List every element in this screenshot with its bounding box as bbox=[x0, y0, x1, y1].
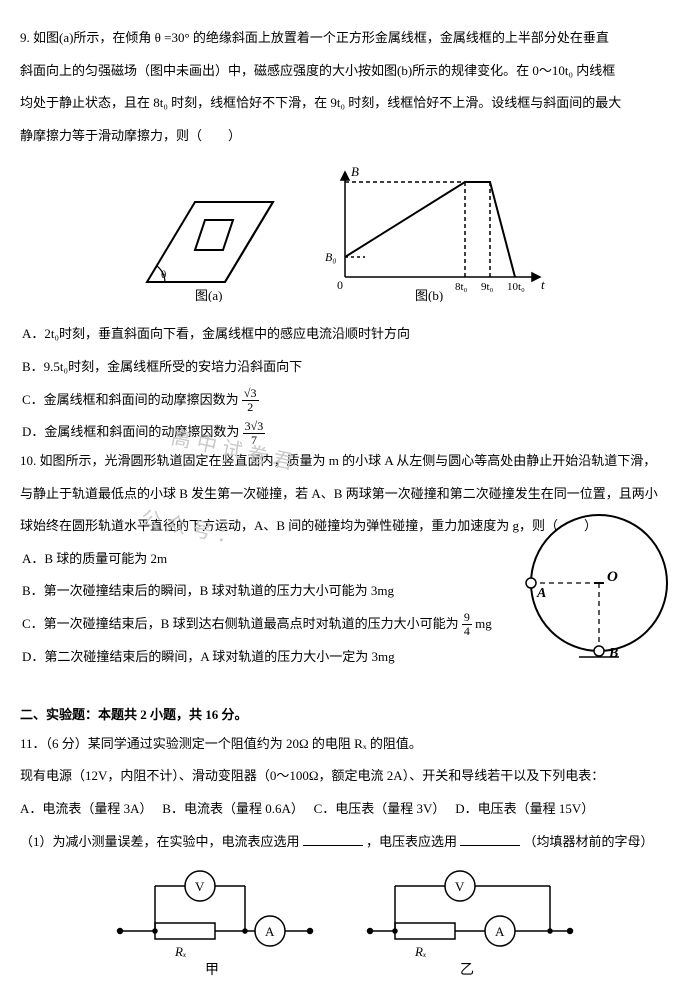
q11-c1-label: 甲 bbox=[205, 963, 219, 976]
q11-circuit-1: V A Rₓ 甲 bbox=[115, 866, 315, 976]
q11-sub1-mid: ，电压表应选用 bbox=[366, 834, 457, 849]
q11-sub1: （1）为减小测量误差，在实验中，电流表应选用 ，电压表应选用 （均填器材前的字母… bbox=[20, 828, 669, 857]
svg-text:θ: θ bbox=[161, 269, 166, 281]
q9-optD-den: 7 bbox=[243, 434, 266, 447]
q9-line2: 斜面向上的匀强磁场（图中未画出）中，磁感应强度的大小按如图(b)所示的规律变化。… bbox=[20, 57, 669, 86]
q10-optD: D．第二次碰撞结束后的瞬间，A 球对轨道的压力大小一定为 3mg bbox=[22, 643, 502, 672]
q10-optC-post: mg bbox=[475, 616, 492, 631]
q9-optC-pre: C．金属线框和斜面间的动摩擦因数为 bbox=[22, 392, 239, 407]
q11-metC: C．电压表（量程 3V） bbox=[314, 801, 439, 816]
q10-B: B bbox=[608, 646, 618, 661]
q9-optC-frac: √3 2 bbox=[242, 387, 259, 414]
q9-optD-frac: 3√3 7 bbox=[243, 420, 266, 447]
q11-sub1-pre: （1）为减小测量误差，在实验中，电流表应选用 bbox=[20, 834, 300, 849]
q9-figb-x1: 8t₀ bbox=[455, 281, 468, 293]
q9-optD: D．金属线框和斜面间的动摩擦因数为 3√3 7 bbox=[22, 418, 669, 447]
q9-line4: 静摩擦力等于滑动摩擦力，则（ ） bbox=[20, 122, 669, 151]
q9-figb-label: 图(b) bbox=[415, 288, 443, 302]
q10-optB: B．第一次碰撞结束后的瞬间，B 球对轨道的压力大小可能为 3mg bbox=[22, 577, 502, 606]
q9-optA: A．2t₀时刻，垂直斜面向下看，金属线框中的感应电流沿顺时针方向 bbox=[22, 320, 669, 349]
q11-blank2[interactable] bbox=[460, 830, 520, 845]
q10-optC-num: 9 bbox=[462, 611, 472, 625]
q9-figb-x2: 9t₀ bbox=[481, 281, 494, 293]
q11-c1-A: A bbox=[265, 924, 275, 939]
q11-meters: A．电流表（量程 3A） B．电流表（量程 0.6A） C．电压表（量程 3V）… bbox=[20, 795, 669, 824]
q11-circuit-2: V A Rₓ 乙 bbox=[365, 866, 575, 976]
q11-metA: A．电流表（量程 3A） bbox=[20, 801, 146, 816]
q9-figures: θ 图(a) B B₀ 0 t 8t₀ 9t₀ 10t₀ 图(b) bbox=[20, 162, 669, 302]
q9-optC-den: 2 bbox=[242, 401, 259, 414]
q9-figure-b: B B₀ 0 t 8t₀ 9t₀ 10t₀ 图(b) bbox=[315, 162, 555, 302]
q11-c2-V: V bbox=[455, 879, 465, 894]
q9-figb-x3: 10t₀ bbox=[507, 281, 525, 293]
q10-optA: A．B 球的质量可能为 2m bbox=[22, 545, 502, 574]
q9-figb-B: B bbox=[351, 164, 359, 179]
q9-optB: B．9.5t₀时刻，金属线框所受的安培力沿斜面向下 bbox=[22, 353, 669, 382]
q11-metD: D．电压表（量程 15V） bbox=[455, 801, 594, 816]
q11-c1-V: V bbox=[195, 879, 205, 894]
q9-figb-t: t bbox=[541, 277, 545, 292]
q11-c2-A: A bbox=[495, 924, 505, 939]
svg-text:0: 0 bbox=[337, 278, 343, 292]
q10-figure: O A B bbox=[519, 503, 679, 674]
q9-line3: 均处于静止状态，且在 8t₀ 时刻，线框恰好不下滑，在 9t₀ 时刻，线框恰好不… bbox=[20, 89, 669, 118]
q10-A: A bbox=[536, 586, 546, 601]
q11-sub1-post: （均填器材前的字母） bbox=[524, 834, 654, 849]
q10-optC-frac: 9 4 bbox=[462, 611, 472, 638]
q11-metB: B．电流表（量程 0.6A） bbox=[162, 801, 297, 816]
q10-optC: C．第一次碰撞结束后，B 球到达右侧轨道最高点时对轨道的压力大小可能为 9 4 … bbox=[22, 610, 502, 639]
q9-optC: C．金属线框和斜面间的动摩擦因数为 √3 2 bbox=[22, 386, 669, 415]
q10-optC-pre: C．第一次碰撞结束后，B 球到达右侧轨道最高点时对轨道的压力大小可能为 bbox=[22, 616, 459, 631]
q11-circuits: V A Rₓ 甲 V A Rₓ 乙 bbox=[20, 866, 669, 976]
q11-c2-label: 乙 bbox=[460, 962, 474, 976]
q10-optC-den: 4 bbox=[462, 625, 472, 638]
q9-optC-num: √3 bbox=[242, 387, 259, 401]
q9-figa-label: 图(a) bbox=[195, 288, 222, 302]
q11-given: 现有电源（12V，内阻不计）、滑动变阻器（0～100Ω，额定电流 2A）、开关和… bbox=[20, 762, 669, 791]
q11-c1-Rx: Rₓ bbox=[174, 944, 187, 959]
q11-stem: 11．（6 分）某同学通过实验测定一个阻值约为 20Ω 的电阻 Rₓ 的阻值。 bbox=[20, 730, 669, 759]
q9-optD-num: 3√3 bbox=[243, 420, 266, 434]
q9-line1: 9. 如图(a)所示，在倾角 θ =30° 的绝缘斜面上放置着一个正方形金属线框… bbox=[20, 24, 669, 53]
q9-optD-pre: D．金属线框和斜面间的动摩擦因数为 bbox=[22, 424, 239, 439]
section2-title: 二、实验题：本题共 2 小题，共 16 分。 bbox=[20, 701, 669, 730]
q9-figb-B0: B₀ bbox=[325, 250, 337, 264]
q10-O: O bbox=[607, 569, 618, 585]
q9-figure-a: θ 图(a) bbox=[135, 172, 285, 302]
q10-line1: 10. 如图所示，光滑圆形轨道固定在竖直面内，质量为 m 的小球 A 从左侧与圆… bbox=[20, 447, 669, 476]
q11-blank1[interactable] bbox=[303, 830, 363, 845]
q11-c2-Rx: Rₓ bbox=[414, 944, 427, 959]
